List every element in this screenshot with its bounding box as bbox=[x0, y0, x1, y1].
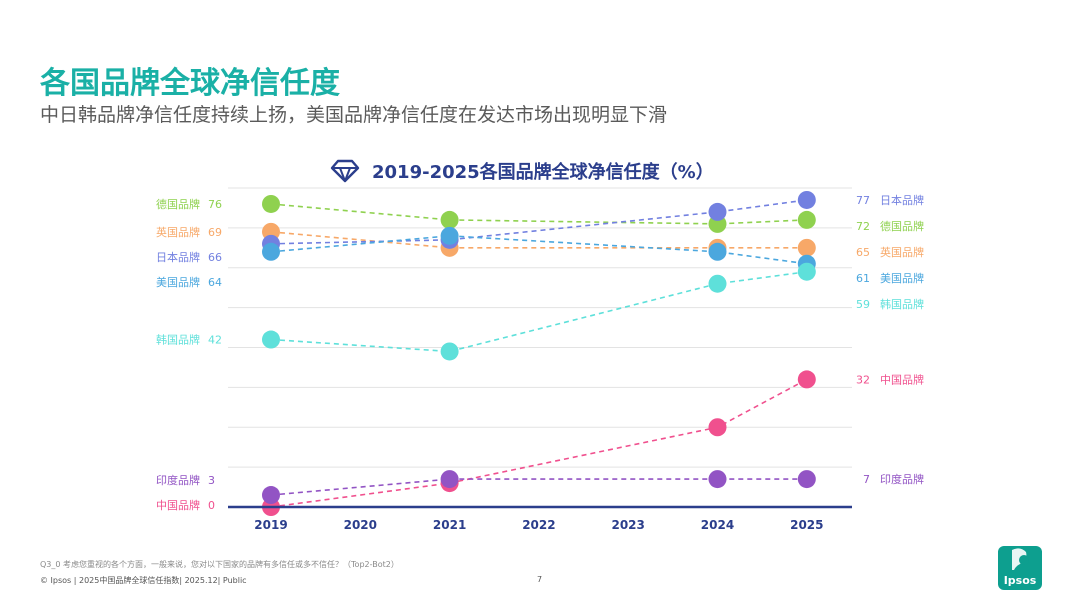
series-start-value: 66 bbox=[208, 251, 222, 264]
diamond-icon bbox=[330, 159, 360, 183]
data-point bbox=[797, 210, 816, 229]
series-end-name: 日本品牌 bbox=[880, 193, 924, 207]
data-point bbox=[440, 226, 459, 245]
data-point bbox=[708, 418, 727, 437]
data-point bbox=[262, 242, 280, 261]
data-point bbox=[797, 262, 816, 281]
series-end-name: 美国品牌 bbox=[880, 271, 924, 285]
data-point bbox=[262, 330, 280, 349]
series-start-name: 中国品牌 bbox=[156, 498, 200, 512]
series-start-value: 0 bbox=[208, 499, 215, 512]
series-end-value: 72 bbox=[856, 220, 870, 233]
logo-text: Ipsos bbox=[1003, 574, 1037, 587]
series-end-name: 印度品牌 bbox=[880, 472, 924, 486]
grid-lines bbox=[228, 187, 852, 468]
series-start-name: 美国品牌 bbox=[156, 275, 200, 289]
series-lines bbox=[270, 199, 808, 508]
series-start-name: 德国品牌 bbox=[156, 197, 200, 211]
footer-copyright: © Ipsos | 2025中国品牌全球信任指数| 2025.12| Publi… bbox=[40, 576, 247, 585]
series-start-value: 64 bbox=[208, 276, 222, 289]
data-point bbox=[797, 190, 816, 209]
series-line bbox=[270, 231, 807, 249]
series-end-value: 32 bbox=[856, 373, 870, 386]
series-line bbox=[270, 235, 807, 265]
series-line bbox=[270, 478, 807, 496]
data-point bbox=[797, 470, 816, 489]
series-end-value: 77 bbox=[856, 194, 870, 207]
series-start-value: 69 bbox=[208, 226, 222, 239]
x-tick-label: 2019 bbox=[254, 518, 287, 532]
series-line bbox=[270, 270, 807, 353]
series-line bbox=[270, 378, 808, 508]
series-end-value: 59 bbox=[856, 298, 870, 311]
series-start-value: 3 bbox=[208, 474, 215, 487]
series-start-value: 42 bbox=[208, 334, 222, 347]
ipsos-logo: Ipsos bbox=[998, 546, 1042, 590]
data-point bbox=[440, 342, 459, 361]
data-point bbox=[440, 470, 459, 489]
data-point bbox=[262, 194, 280, 213]
series-start-name: 印度品牌 bbox=[156, 473, 200, 487]
x-tick-label: 2020 bbox=[344, 518, 377, 532]
x-tick-label: 2021 bbox=[433, 518, 466, 532]
data-point bbox=[708, 242, 727, 261]
series-points bbox=[262, 190, 816, 516]
x-tick-label: 2023 bbox=[611, 518, 644, 532]
series-line bbox=[270, 199, 807, 245]
x-tick-label: 2024 bbox=[701, 518, 734, 532]
chart-heading: 2019-2025各国品牌全球净信任度（%） bbox=[330, 155, 714, 187]
series-line bbox=[270, 203, 807, 225]
series-labels: 德国品牌 76 英国品牌 69 日本品牌 66 美国品牌 64 韩国品牌 42 印度品牌 3 中国品牌 0… bbox=[156, 193, 924, 512]
data-point bbox=[708, 202, 727, 221]
x-tick-label: 2022 bbox=[522, 518, 555, 532]
series-end-name: 韩国品牌 bbox=[880, 297, 924, 311]
data-point bbox=[797, 370, 816, 389]
series-end-value: 65 bbox=[856, 246, 870, 259]
series-end-name: 英国品牌 bbox=[880, 245, 924, 259]
series-start-name: 英国品牌 bbox=[156, 225, 200, 239]
series-end-value: 61 bbox=[856, 272, 870, 285]
chart-title: 2019-2025各国品牌全球净信任度（%） bbox=[372, 162, 714, 183]
series-end-value: 7 bbox=[863, 473, 870, 486]
series-start-value: 76 bbox=[208, 198, 222, 211]
series-start-name: 韩国品牌 bbox=[156, 333, 200, 347]
page-subtitle: 中日韩品牌净信任度持续上扬，美国品牌净信任度在发达市场出现明显下滑 bbox=[40, 104, 668, 126]
page-title: 各国品牌全球净信任度 bbox=[40, 66, 340, 101]
logo-mark-icon bbox=[1012, 548, 1029, 570]
data-point bbox=[262, 486, 280, 505]
x-tick-label: 2025 bbox=[790, 518, 823, 532]
series-end-name: 德国品牌 bbox=[880, 219, 924, 233]
data-point bbox=[708, 470, 727, 489]
series-end-name: 中国品牌 bbox=[880, 372, 924, 386]
x-axis: 2019 2020 2021 2022 2023 2024 2025 bbox=[228, 505, 852, 532]
page-number: 7 bbox=[537, 575, 543, 584]
data-point bbox=[797, 238, 816, 257]
footer-question-note: Q3_0 考虑您重视的各个方面，一般来说，您对以下国家的品牌有多信任或多不信任？… bbox=[40, 560, 399, 569]
data-point bbox=[440, 210, 459, 229]
data-point bbox=[708, 274, 727, 293]
series-start-name: 日本品牌 bbox=[156, 250, 200, 264]
